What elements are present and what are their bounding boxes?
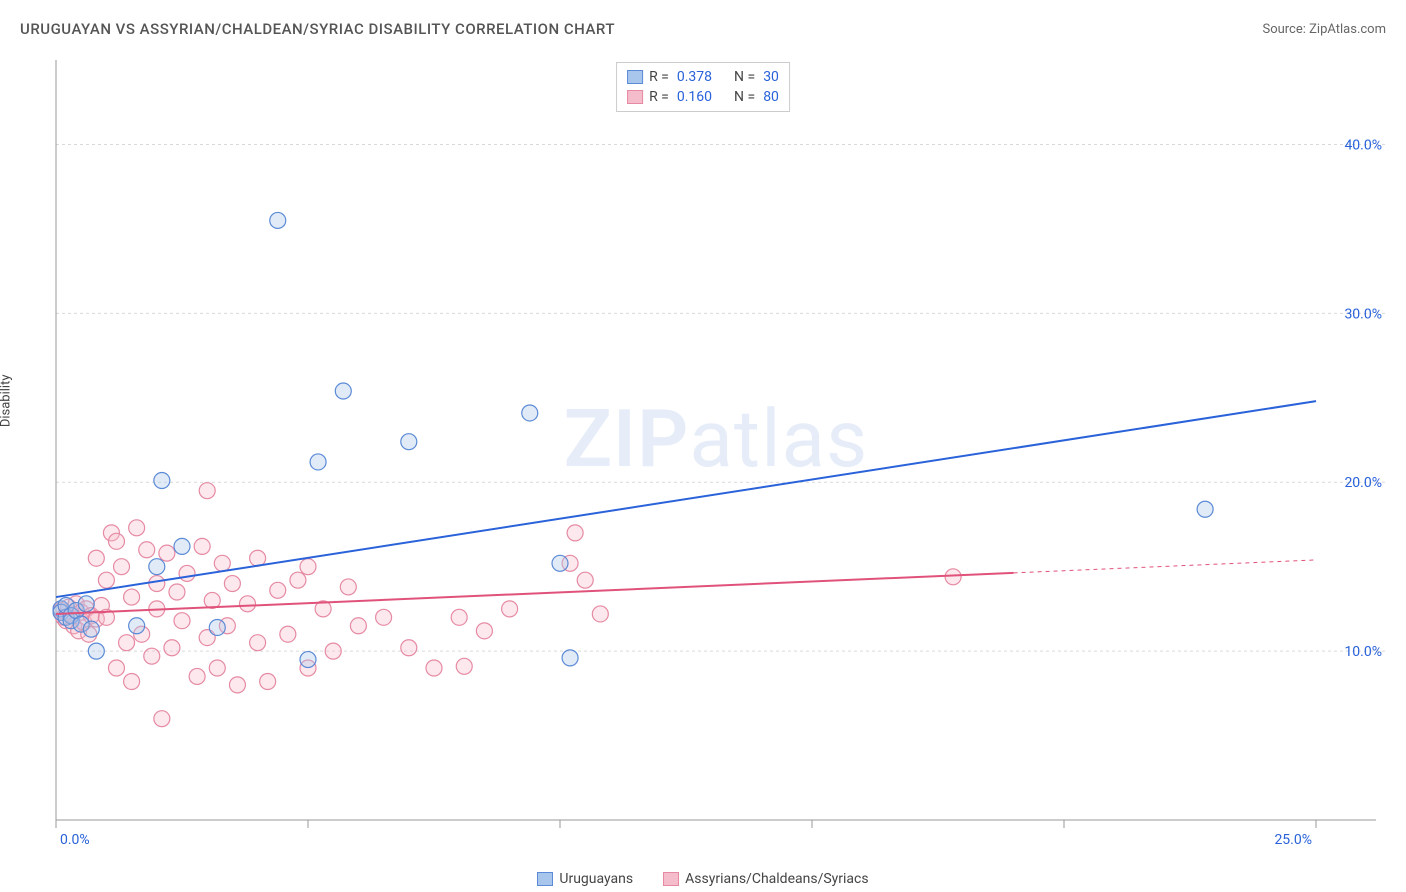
r-value-uruguayans: 0.378 [677,69,712,85]
swatch-assyrians-icon [627,90,643,104]
scatter-chart: 10.0% 20.0% 30.0% 40.0% 0.0% 25.0% [46,60,1386,850]
n-value-uruguayans: 30 [763,69,779,85]
legend-label-uruguayans: Uruguayans [559,871,633,887]
series-legend: Uruguayans Assyrians/Chaldeans/Syriacs [0,871,1406,887]
swatch-uruguayans-icon [537,872,553,886]
chart-area: ZIPatlas 10.0%20.0%30.0%40.0%0.0%25.0% [46,60,1386,850]
legend-item-assyrians: Assyrians/Chaldeans/Syriacs [663,871,868,887]
r-label: R = [649,69,669,85]
chart-title: URUGUAYAN VS ASSYRIAN/CHALDEAN/SYRIAC DI… [20,20,615,38]
legend-label-assyrians: Assyrians/Chaldeans/Syriacs [685,871,868,887]
swatch-assyrians-icon [663,872,679,886]
correlation-legend: R = 0.378 N = 30 R = 0.160 N = 80 [616,62,790,112]
r-value-assyrians: 0.160 [677,89,712,105]
svg-text:25.0%: 25.0% [1274,832,1312,848]
svg-text:30.0%: 30.0% [1344,306,1382,322]
r-label: R = [649,89,669,105]
legend-item-uruguayans: Uruguayans [537,871,633,887]
svg-text:40.0%: 40.0% [1344,137,1382,153]
swatch-uruguayans-icon [627,70,643,84]
source-label: Source: ZipAtlas.com [1262,22,1386,37]
chart-header: URUGUAYAN VS ASSYRIAN/CHALDEAN/SYRIAC DI… [20,20,1386,38]
legend-row-uruguayans: R = 0.378 N = 30 [627,67,779,87]
y-axis-label: Disability [0,374,14,427]
n-value-assyrians: 80 [763,89,779,105]
svg-text:10.0%: 10.0% [1344,644,1382,660]
legend-row-assyrians: R = 0.160 N = 80 [627,87,779,107]
svg-text:0.0%: 0.0% [60,832,90,848]
n-label: N = [734,69,755,85]
n-label: N = [734,89,755,105]
svg-text:20.0%: 20.0% [1344,475,1382,491]
